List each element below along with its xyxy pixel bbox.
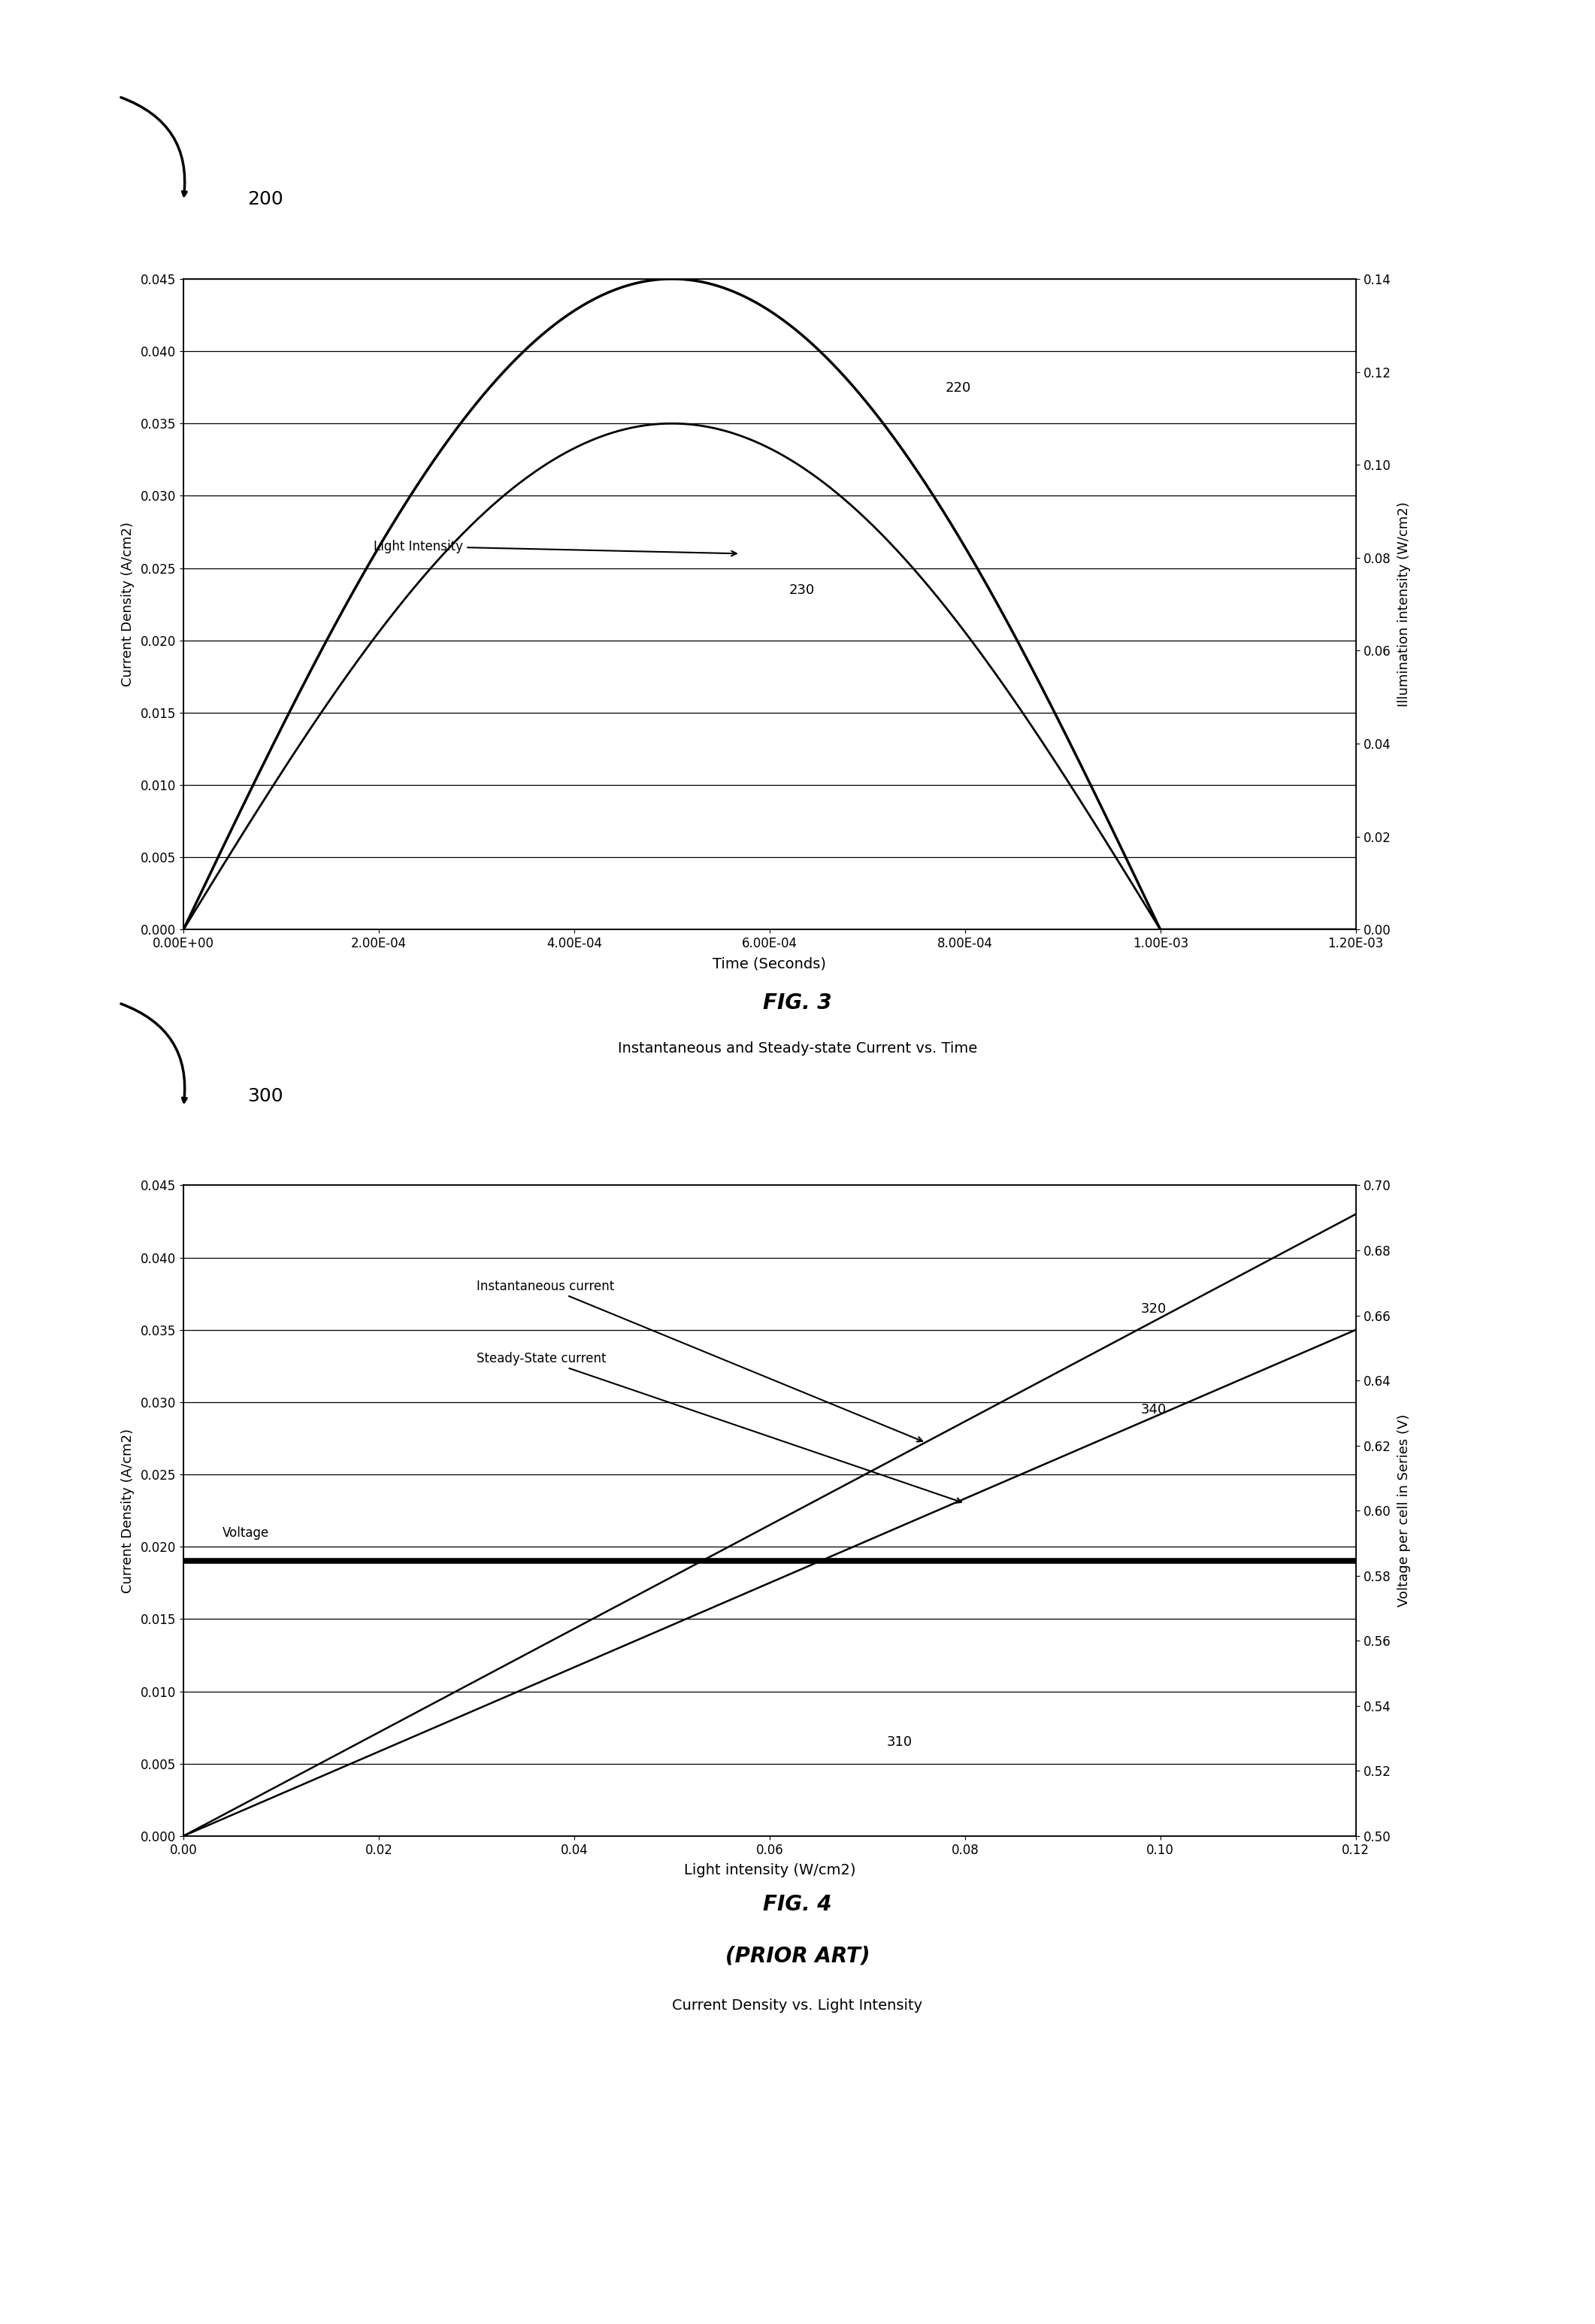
- Text: 310: 310: [887, 1736, 912, 1750]
- Text: Current Density vs. Light Intensity: Current Density vs. Light Intensity: [673, 1999, 922, 2013]
- Text: Voltage: Voltage: [223, 1527, 270, 1538]
- Text: Light Intensity: Light Intensity: [373, 539, 737, 555]
- Text: 340: 340: [1140, 1404, 1166, 1418]
- Text: 300: 300: [247, 1088, 282, 1106]
- Text: 230: 230: [790, 583, 815, 597]
- Text: Instantaneous current: Instantaneous current: [477, 1281, 922, 1441]
- Text: FIG. 3: FIG. 3: [762, 992, 833, 1013]
- Text: FIG. 4: FIG. 4: [762, 1894, 833, 1915]
- X-axis label: Time (Seconds): Time (Seconds): [713, 957, 826, 971]
- Text: 320: 320: [1140, 1301, 1166, 1315]
- Text: 220: 220: [946, 381, 971, 395]
- Text: (PRIOR ART): (PRIOR ART): [726, 1945, 869, 1966]
- X-axis label: Light intensity (W/cm2): Light intensity (W/cm2): [684, 1864, 855, 1878]
- Y-axis label: Illumination intensity (W/cm2): Illumination intensity (W/cm2): [1397, 502, 1410, 706]
- Y-axis label: Current Density (A/cm2): Current Density (A/cm2): [121, 523, 134, 686]
- Text: 200: 200: [247, 191, 284, 209]
- Text: Instantaneous and Steady-state Current vs. Time: Instantaneous and Steady-state Current v…: [617, 1041, 978, 1055]
- Text: Steady-State current: Steady-State current: [477, 1353, 962, 1504]
- Y-axis label: Current Density (A/cm2): Current Density (A/cm2): [121, 1429, 134, 1592]
- Y-axis label: Voltage per cell in Series (V): Voltage per cell in Series (V): [1397, 1415, 1410, 1606]
